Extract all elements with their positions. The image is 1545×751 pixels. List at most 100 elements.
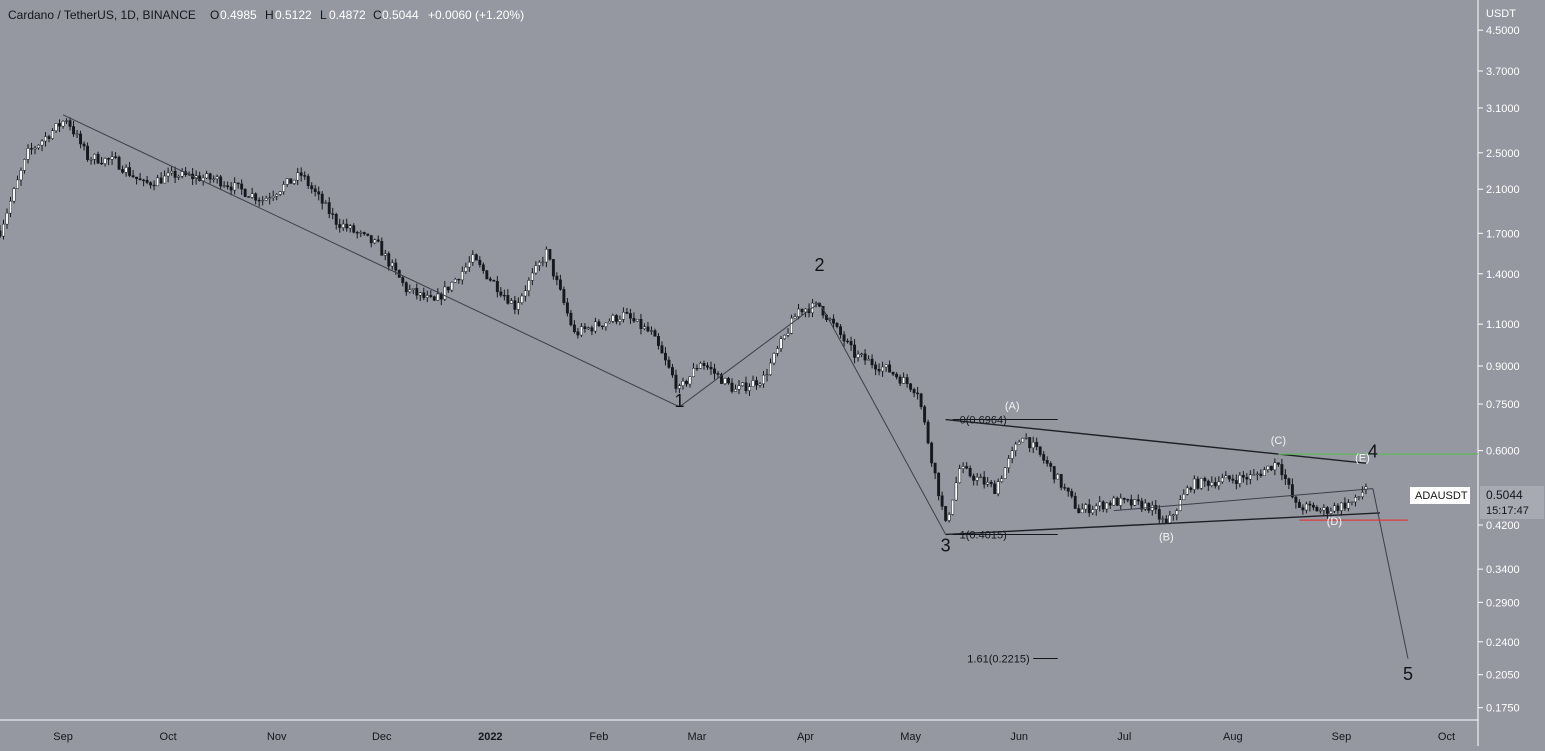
candle-body bbox=[1196, 478, 1200, 489]
candle-body bbox=[1171, 514, 1175, 516]
candle-body bbox=[93, 153, 97, 160]
price-tick-label: 0.6000 bbox=[1486, 446, 1520, 458]
candle-body bbox=[867, 358, 871, 361]
candle-body bbox=[530, 272, 534, 281]
candle-body bbox=[800, 308, 804, 313]
candle-body bbox=[737, 385, 741, 390]
candle-body bbox=[881, 366, 885, 372]
price-tick-label: 4.5000 bbox=[1486, 25, 1520, 37]
candle-body bbox=[600, 325, 604, 327]
candle-body bbox=[551, 259, 555, 277]
price-axis[interactable]: 4.5000 3.7000 3.1000 2.5000 2.1000 1.7000 1.40… bbox=[1478, 25, 1520, 715]
trendline-wave[interactable] bbox=[679, 302, 820, 408]
candle-body bbox=[37, 144, 40, 149]
candle-body bbox=[884, 364, 888, 368]
candle-body bbox=[961, 466, 965, 469]
candle-body bbox=[604, 322, 608, 327]
candle-body bbox=[1357, 496, 1361, 498]
candle-body bbox=[954, 482, 958, 501]
candle-body bbox=[418, 292, 422, 296]
candle-body bbox=[1031, 441, 1035, 449]
candle-body bbox=[562, 289, 566, 303]
candle-body bbox=[299, 172, 303, 176]
price-tick-label: 0.9000 bbox=[1486, 361, 1520, 373]
candle-body bbox=[383, 253, 387, 256]
candle-body bbox=[702, 363, 706, 366]
trendline-triangle-inner[interactable] bbox=[1113, 488, 1373, 512]
candle-body bbox=[58, 123, 61, 127]
candle-body bbox=[334, 213, 338, 225]
candle-body bbox=[180, 171, 184, 177]
candle-body bbox=[649, 330, 653, 332]
candles-layer bbox=[0, 117, 1368, 525]
candle-body bbox=[905, 377, 909, 384]
candle-body bbox=[1336, 505, 1340, 511]
candle-body bbox=[415, 288, 419, 296]
candle-body bbox=[1073, 496, 1077, 509]
candle-body bbox=[569, 312, 573, 326]
candle-body bbox=[1066, 487, 1070, 492]
candle-body bbox=[1045, 460, 1049, 464]
candle-body bbox=[509, 300, 513, 304]
sub-wave-label: (D) bbox=[1327, 516, 1342, 528]
candle-body bbox=[797, 308, 800, 317]
candle-body bbox=[212, 178, 216, 180]
candle-body bbox=[860, 353, 864, 355]
candle-body bbox=[1297, 502, 1301, 508]
candle-body bbox=[128, 167, 132, 176]
symbol-badge-text: ADAUSDT bbox=[1415, 490, 1468, 502]
time-tick-label: May bbox=[900, 731, 921, 743]
candle-body bbox=[170, 170, 174, 174]
candle-body bbox=[1105, 502, 1109, 510]
candle-body bbox=[940, 495, 944, 507]
trendline-wave[interactable] bbox=[819, 302, 947, 535]
candle-body bbox=[320, 193, 324, 204]
trendline-decline[interactable] bbox=[62, 114, 680, 408]
candle-body bbox=[296, 172, 300, 181]
candle-body bbox=[790, 317, 793, 334]
candle-body bbox=[44, 136, 47, 142]
candle-body bbox=[527, 280, 531, 292]
candle-body bbox=[502, 295, 506, 297]
candle-body bbox=[0, 230, 2, 237]
candle-body bbox=[1238, 475, 1242, 484]
candle-body bbox=[26, 148, 30, 160]
trendline-projection[interactable] bbox=[1372, 488, 1409, 659]
time-axis[interactable]: Sep Oct Nov Dec 2022 Feb Mar Apr May Jun Jul Aug Sep… bbox=[53, 731, 1455, 743]
candle-body bbox=[989, 481, 993, 485]
candle-body bbox=[282, 184, 286, 192]
candle-body bbox=[359, 232, 363, 234]
candle-body bbox=[523, 290, 527, 297]
candle-body bbox=[51, 130, 54, 139]
candle-body bbox=[1231, 478, 1235, 481]
candle-body bbox=[61, 121, 65, 127]
candle-body bbox=[783, 334, 786, 339]
candle-body bbox=[804, 308, 807, 313]
candle-body bbox=[678, 385, 681, 389]
candle-body bbox=[611, 315, 615, 322]
candle-body bbox=[842, 334, 846, 342]
candle-body bbox=[1164, 518, 1168, 524]
time-tick-label: Dec bbox=[372, 731, 392, 743]
candle-body bbox=[593, 321, 597, 332]
trendline-triangle-lower[interactable] bbox=[945, 512, 1380, 536]
candle-body bbox=[2, 223, 5, 237]
candle-body bbox=[769, 362, 772, 375]
candle-body bbox=[565, 302, 569, 314]
symbol-title: Cardano / TetherUS, 1D, BINANCE bbox=[8, 8, 196, 22]
candle-body bbox=[243, 188, 247, 197]
candle-body bbox=[75, 133, 79, 135]
price-axis-unit: USDT bbox=[1486, 8, 1516, 20]
candle-body bbox=[895, 373, 899, 378]
candle-body bbox=[1115, 497, 1119, 506]
plot-area[interactable] bbox=[0, 0, 1478, 720]
candle-body bbox=[492, 280, 496, 282]
trendline-triangle-upper[interactable] bbox=[945, 418, 1366, 464]
time-tick-label: Sep bbox=[1332, 731, 1352, 743]
candle-body bbox=[755, 380, 758, 386]
time-tick-label: 2022 bbox=[478, 731, 502, 743]
time-tick-label: Aug bbox=[1223, 731, 1243, 743]
last-price-badge bbox=[1480, 486, 1544, 519]
candle-body bbox=[1056, 474, 1060, 480]
